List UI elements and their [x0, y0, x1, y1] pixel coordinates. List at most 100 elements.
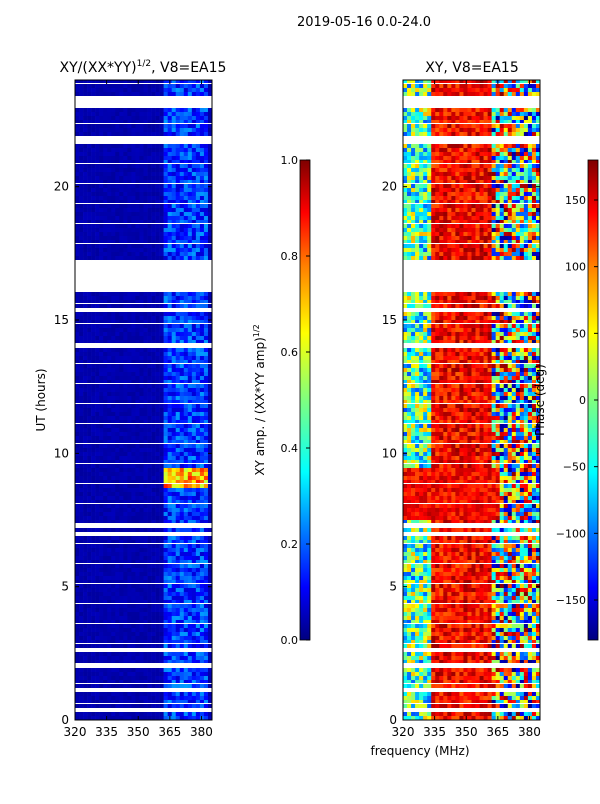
heatmap-cell: [87, 404, 92, 409]
heatmap-cell: [83, 292, 88, 297]
heatmap-cell: [207, 196, 213, 201]
heatmap-cell: [111, 468, 116, 473]
heatmap-cell: [135, 584, 140, 589]
heatmap-cell: [143, 128, 148, 133]
heatmap-cell: [79, 184, 84, 189]
heatmap-cell: [103, 568, 108, 573]
heatmap-cell: [183, 496, 189, 501]
heatmap-cell: [143, 332, 148, 337]
heatmap-cell: [83, 636, 88, 641]
heatmap-cell: [151, 488, 156, 493]
heatmap-cell: [195, 108, 201, 113]
heatmap-cell: [151, 336, 156, 341]
heatmap-cell: [131, 208, 136, 213]
heatmap-cell: [139, 484, 144, 489]
heatmap-cell: [199, 624, 205, 629]
heatmap-cell: [163, 292, 168, 297]
heatmap-cell: [143, 508, 148, 513]
heatmap-cell: [175, 152, 181, 157]
heatmap-cell: [131, 348, 136, 353]
heatmap-cell: [95, 300, 100, 305]
heatmap-cell: [127, 136, 132, 141]
heatmap-cell: [111, 480, 116, 485]
heatmap-cell: [135, 328, 140, 333]
heatmap-cell: [139, 656, 144, 661]
heatmap-cell: [119, 348, 124, 353]
heatmap-cell: [151, 92, 156, 97]
heatmap-cell: [95, 320, 100, 325]
heatmap-cell: [95, 220, 100, 225]
heatmap-cell: [131, 352, 136, 357]
heatmap-cell: [163, 616, 168, 621]
heatmap-cell: [91, 456, 96, 461]
heatmap-cell: [83, 628, 88, 633]
heatmap-cell: [163, 504, 168, 509]
heatmap-cell: [135, 400, 140, 405]
heatmap-cell: [163, 232, 168, 237]
heatmap-cell: [87, 420, 92, 425]
heatmap-cell: [151, 276, 156, 281]
heatmap-cell: [163, 104, 168, 109]
heatmap-cell: [103, 144, 108, 149]
heatmap-cell: [175, 148, 181, 153]
heatmap-cell: [95, 496, 100, 501]
heatmap-cell: [95, 360, 100, 365]
heatmap-cell: [75, 620, 80, 625]
heatmap-cell: [183, 592, 189, 597]
heatmap-cell: [131, 296, 136, 301]
heatmap-cell: [167, 344, 173, 349]
heatmap-cell: [99, 216, 104, 221]
heatmap-cell: [95, 596, 100, 601]
heatmap-cell: [139, 172, 144, 177]
heatmap-cell: [135, 276, 140, 281]
heatmap-cell: [191, 180, 197, 185]
heatmap-cell: [159, 404, 164, 409]
heatmap-cell: [79, 640, 84, 645]
heatmap-cell: [131, 608, 136, 613]
heatmap-cell: [115, 216, 120, 221]
heatmap-cell: [107, 284, 112, 289]
heatmap-cell: [147, 320, 152, 325]
heatmap-cell: [175, 380, 181, 385]
heatmap-cell: [159, 116, 164, 121]
heatmap-cell: [135, 396, 140, 401]
heatmap-cell: [167, 264, 173, 269]
heatmap-cell: [139, 512, 144, 517]
heatmap-cell: [75, 292, 80, 297]
heatmap-cell: [183, 164, 189, 169]
heatmap-cell: [171, 220, 177, 225]
heatmap-cell: [179, 240, 185, 245]
heatmap-cell: [119, 168, 124, 173]
heatmap-cell: [195, 532, 201, 537]
heatmap-cell: [187, 360, 193, 365]
heatmap-cell: [171, 392, 177, 397]
heatmap-cell: [171, 156, 177, 161]
heatmap-cell: [131, 364, 136, 369]
heatmap-cell: [95, 352, 100, 357]
heatmap-cell: [103, 640, 108, 645]
heatmap-cell: [207, 580, 213, 585]
heatmap-cell: [159, 252, 164, 257]
heatmap-cell: [95, 372, 100, 377]
heatmap-cell: [111, 440, 116, 445]
heatmap-cell: [147, 488, 152, 493]
heatmap-cell: [199, 404, 205, 409]
heatmap-cell: [139, 364, 144, 369]
heatmap-cell: [111, 640, 116, 645]
heatmap-cell: [159, 452, 164, 457]
heatmap-cell: [75, 312, 80, 317]
heatmap-cell: [171, 100, 177, 105]
heatmap-cell: [143, 264, 148, 269]
heatmap-cell: [199, 376, 205, 381]
heatmap-cell: [75, 484, 80, 489]
heatmap-cell: [79, 412, 84, 417]
heatmap-cell: [199, 160, 205, 165]
heatmap-cell: [203, 476, 209, 481]
heatmap-cell: [119, 332, 124, 337]
heatmap-cell: [103, 220, 108, 225]
heatmap-cell: [187, 356, 193, 361]
heatmap-cell: [123, 648, 128, 653]
heatmap-cell: [207, 408, 213, 413]
heatmap-cell: [195, 88, 201, 93]
heatmap-cell: [75, 284, 80, 289]
